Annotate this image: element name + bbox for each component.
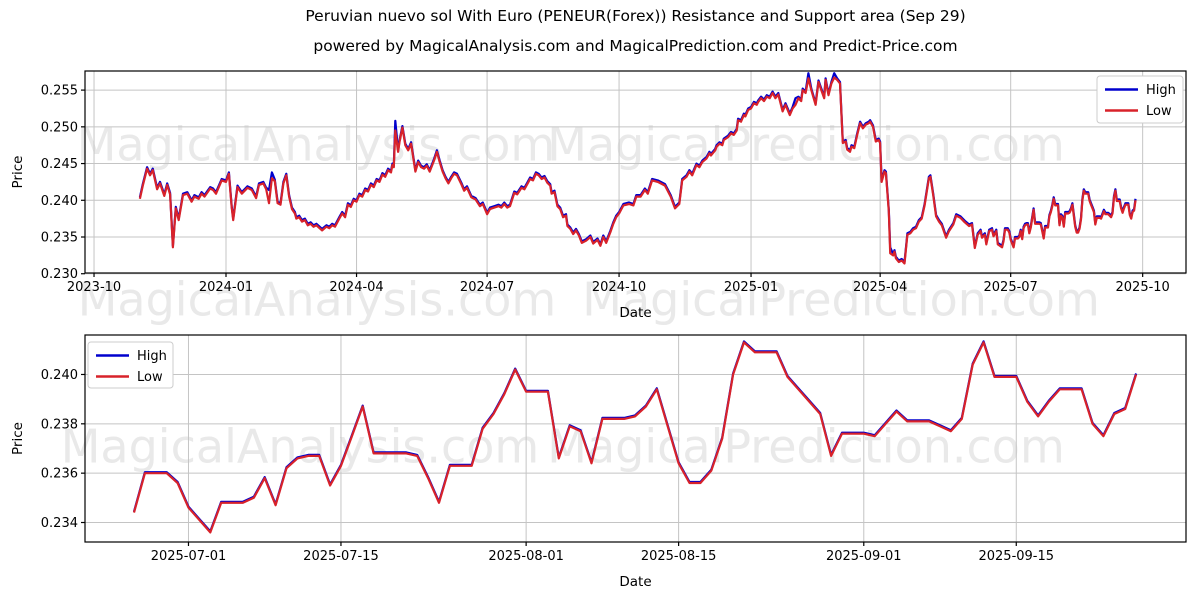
x-tick-label: 2025-04 [853, 280, 907, 295]
x-tick-label: 2025-07-01 [151, 549, 227, 564]
x-axis-label: Date [619, 574, 651, 590]
watermark-text: MagicalPrediction.com [547, 420, 1065, 474]
x-tick-label: 2024-07 [460, 280, 514, 295]
x-tick-label: 2025-07 [984, 280, 1038, 295]
x-tick-label: 2024-04 [329, 280, 383, 295]
watermark-text: MagicalPrediction.com [582, 273, 1100, 327]
x-axis-label: Date [619, 305, 651, 321]
x-tick-label: 2025-07-15 [303, 549, 379, 564]
x-tick-label: 2024-10 [592, 280, 646, 295]
y-tick-label: 0.236 [41, 467, 78, 482]
y-tick-label: 0.235 [41, 231, 78, 246]
x-tick-label: 2025-10 [1116, 280, 1170, 295]
watermark-text: MagicalAnalysis.com [78, 273, 557, 327]
y-tick-label: 0.255 [41, 84, 78, 99]
legend-low-label: Low [1146, 104, 1172, 119]
y-axis-label: Price [10, 422, 26, 455]
y-tick-label: 0.230 [41, 267, 78, 282]
x-tick-label: 2025-09-15 [978, 549, 1054, 564]
y-tick-label: 0.240 [41, 194, 78, 209]
overview-legend: High Low [1096, 75, 1184, 124]
overview-low-line [138, 76, 1137, 265]
recent-legend: High Low [87, 341, 174, 389]
chart-title: Peruvian nuevo sol With Euro (PENEUR(For… [305, 7, 966, 25]
legend-high-label: High [1146, 83, 1176, 98]
y-tick-label: 0.238 [41, 417, 78, 432]
legend-high-label: High [137, 349, 167, 364]
x-tick-label: 2023-10 [67, 280, 121, 295]
y-tick-label: 0.234 [41, 516, 78, 531]
x-tick-label: 2025-08-15 [641, 549, 717, 564]
y-tick-label: 0.250 [41, 120, 78, 135]
y-tick-label: 0.240 [41, 368, 78, 383]
chart-subtitle: powered by MagicalAnalysis.com and Magic… [313, 37, 958, 55]
axes-spines [84, 70, 1187, 274]
recent-chart: 2025-07-01 2025-07-15 2025-08-01 2025-08-15… [10, 334, 1187, 590]
recent-low-line [132, 341, 1138, 534]
x-tick-label: 2024-01 [199, 280, 253, 295]
x-tick-label: 2025-08-01 [488, 549, 564, 564]
axes-spines [84, 334, 1187, 543]
overview-chart: 2023-10 2024-01 2024-04 2024-07 2024-10 2025-… [10, 70, 1187, 321]
x-tick-label: 2025-09-01 [826, 549, 902, 564]
y-axis-label: Price [10, 156, 26, 189]
legend-low-label: Low [137, 370, 163, 385]
x-tick-label: 2025-01 [724, 280, 778, 295]
y-tick-label: 0.245 [41, 157, 78, 172]
overview-high-line [138, 72, 1137, 264]
